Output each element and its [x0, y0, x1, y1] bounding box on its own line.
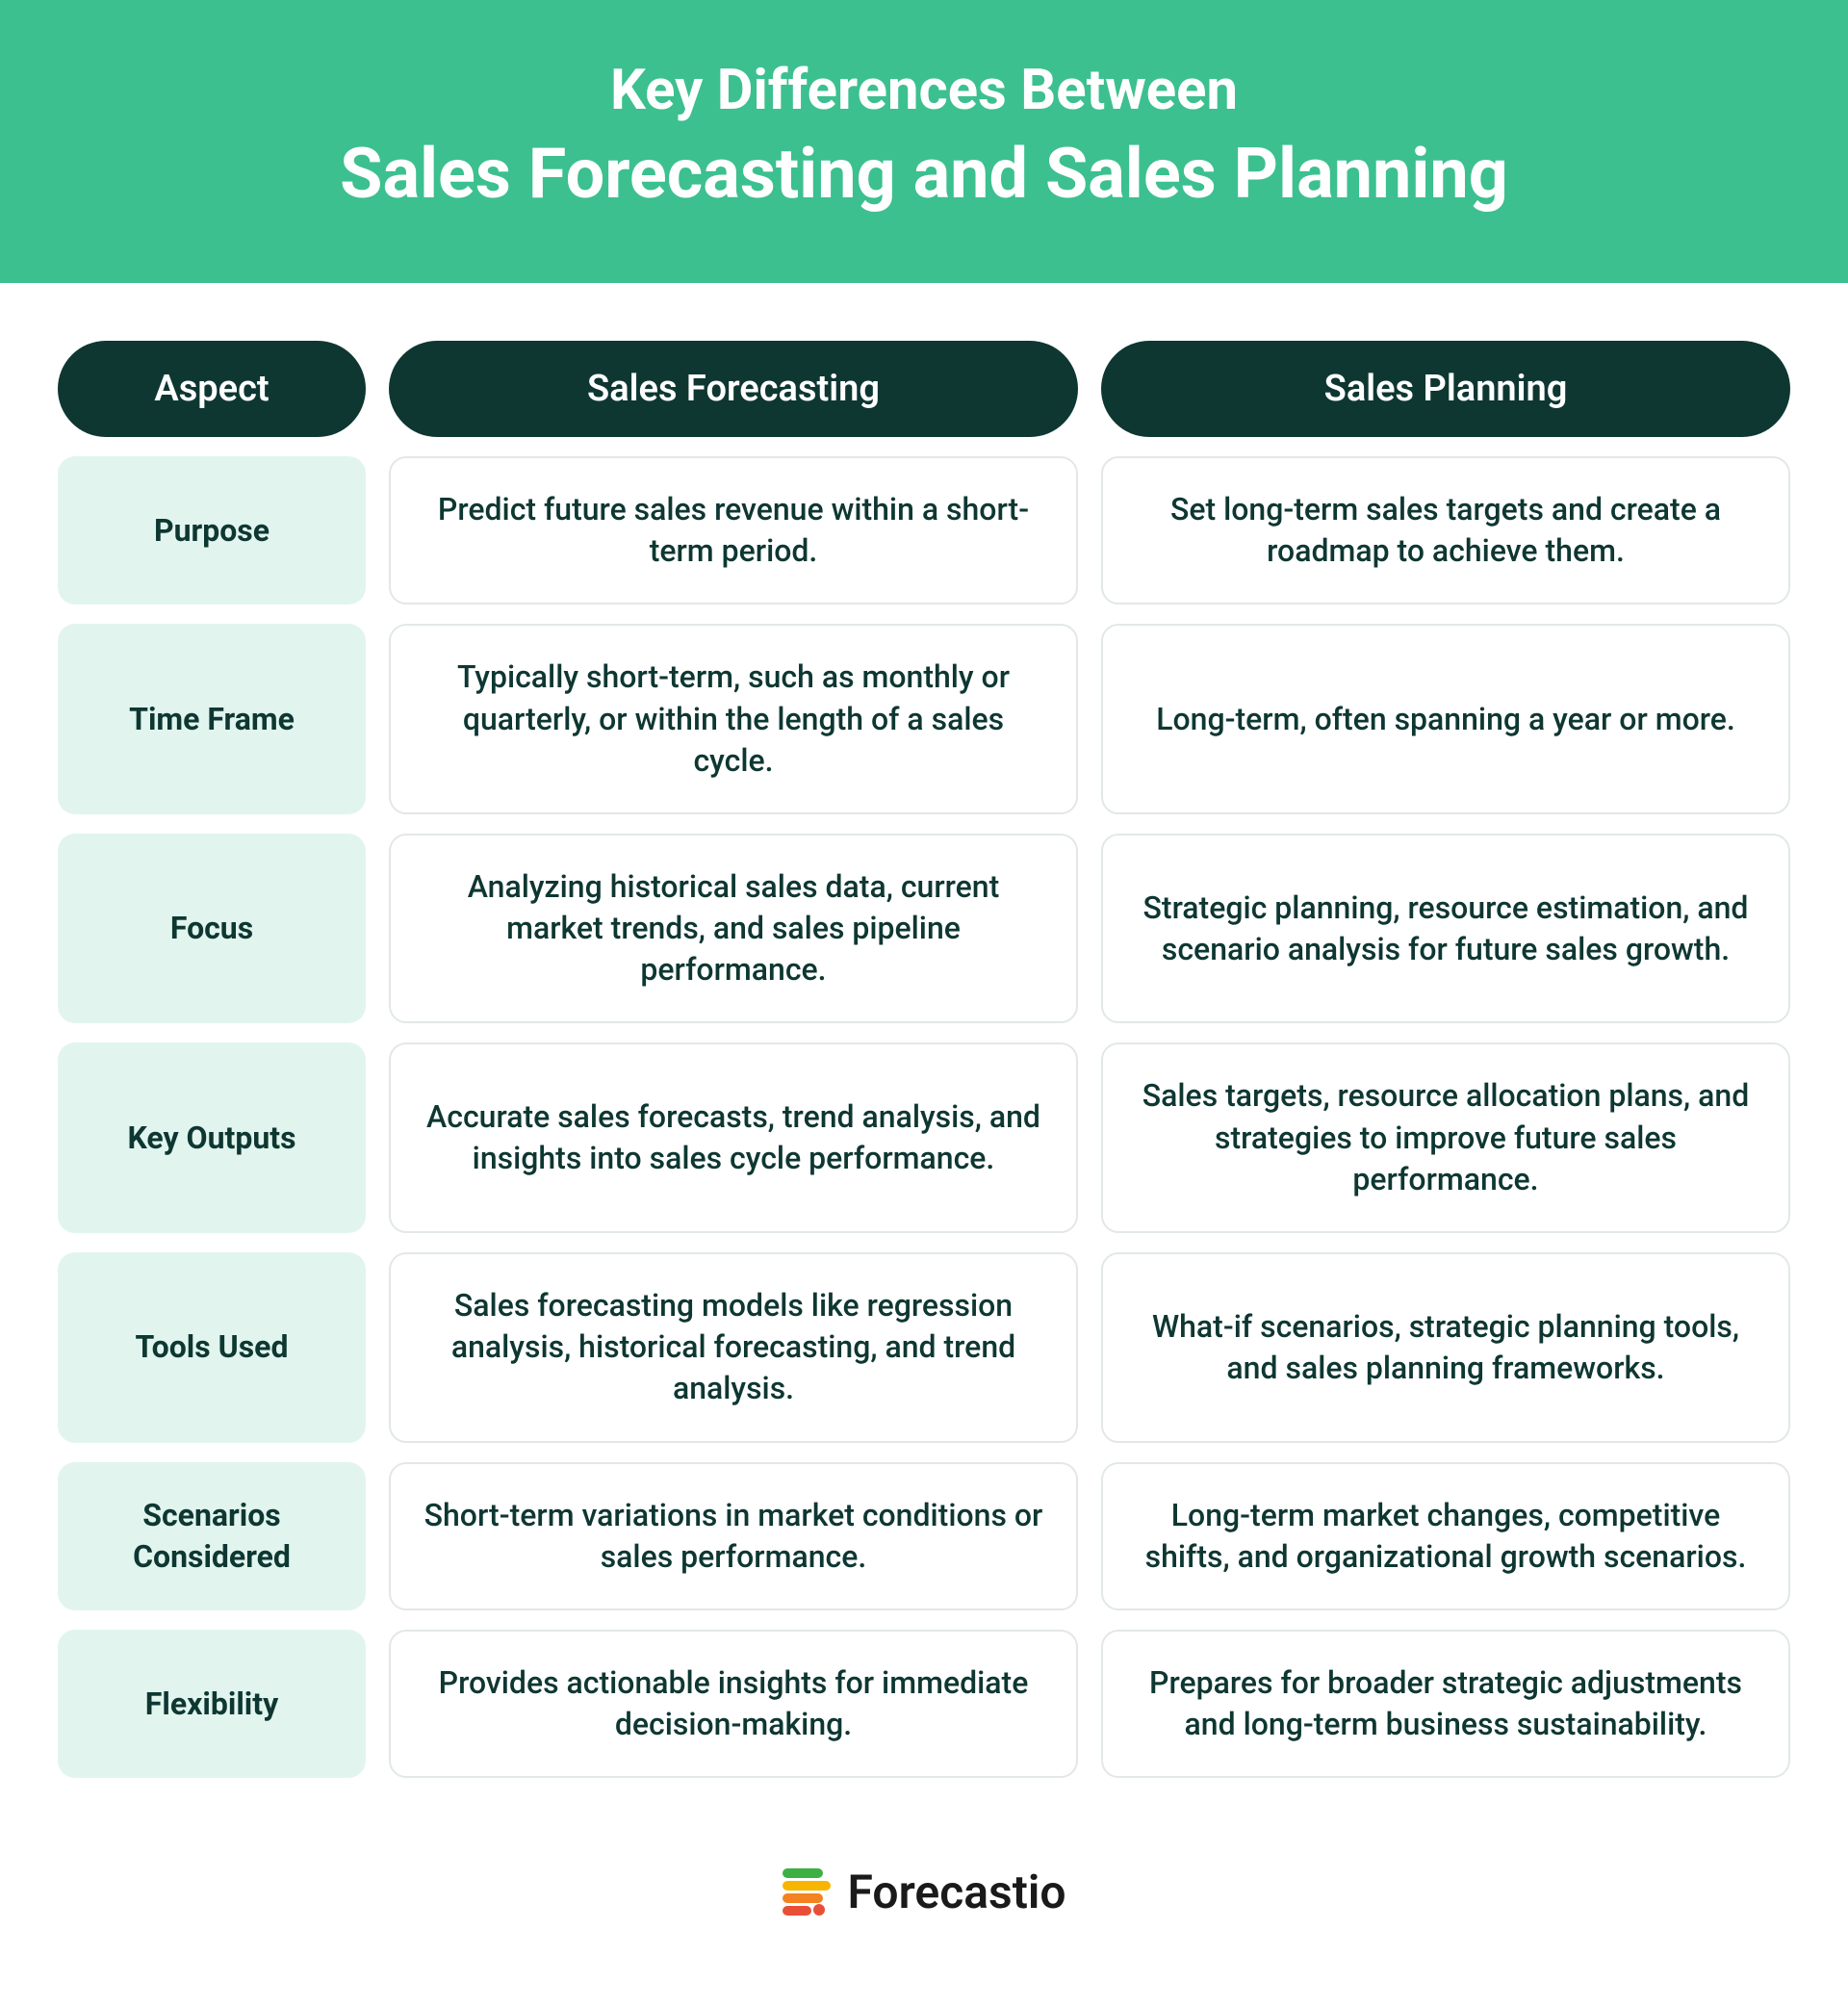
aspect-label: Purpose	[58, 456, 366, 605]
forecasting-cell: Accurate sales forecasts, trend analysis…	[389, 1042, 1078, 1233]
forecasting-cell: Typically short-term, such as monthly or…	[389, 624, 1078, 814]
planning-cell: What-if scenarios, strategic planning to…	[1101, 1252, 1790, 1443]
forecasting-cell: Sales forecasting models like regression…	[389, 1252, 1078, 1443]
brand-name: Forecastio	[848, 1865, 1066, 1919]
comparison-table-wrap: Aspect Sales Forecasting Sales Planning …	[0, 283, 1848, 1816]
planning-cell: Strategic planning, resource estimation,…	[1101, 834, 1790, 1024]
header-title-line2: Sales Forecasting and Sales Planning	[38, 133, 1810, 216]
brand-logo-icon	[783, 1868, 831, 1917]
page: Key Differences Between Sales Forecastin…	[0, 0, 1848, 2007]
aspect-label: Flexibility	[58, 1630, 366, 1778]
aspect-label: Focus	[58, 834, 366, 1024]
footer: Forecastio	[0, 1816, 1848, 2007]
forecasting-cell: Predict future sales revenue within a sh…	[389, 456, 1078, 605]
forecasting-cell: Provides actionable insights for immedia…	[389, 1630, 1078, 1778]
aspect-label: Key Outputs	[58, 1042, 366, 1233]
comparison-table: Aspect Sales Forecasting Sales Planning …	[58, 341, 1790, 1778]
planning-cell: Long-term, often spanning a year or more…	[1101, 624, 1790, 814]
column-header-planning: Sales Planning	[1101, 341, 1790, 437]
forecasting-cell: Analyzing historical sales data, current…	[389, 834, 1078, 1024]
brand-logo: Forecastio	[783, 1865, 1066, 1919]
planning-cell: Sales targets, resource allocation plans…	[1101, 1042, 1790, 1233]
column-header-aspect: Aspect	[58, 341, 366, 437]
forecasting-cell: Short-term variations in market conditio…	[389, 1462, 1078, 1610]
planning-cell: Long-term market changes, competitive sh…	[1101, 1462, 1790, 1610]
aspect-label: Tools Used	[58, 1252, 366, 1443]
planning-cell: Prepares for broader strategic adjustmen…	[1101, 1630, 1790, 1778]
planning-cell: Set long-term sales targets and create a…	[1101, 456, 1790, 605]
header: Key Differences Between Sales Forecastin…	[0, 0, 1848, 283]
aspect-label: Time Frame	[58, 624, 366, 814]
aspect-label: Scenarios Considered	[58, 1462, 366, 1610]
column-header-forecasting: Sales Forecasting	[389, 341, 1078, 437]
header-title-line1: Key Differences Between	[38, 58, 1810, 125]
